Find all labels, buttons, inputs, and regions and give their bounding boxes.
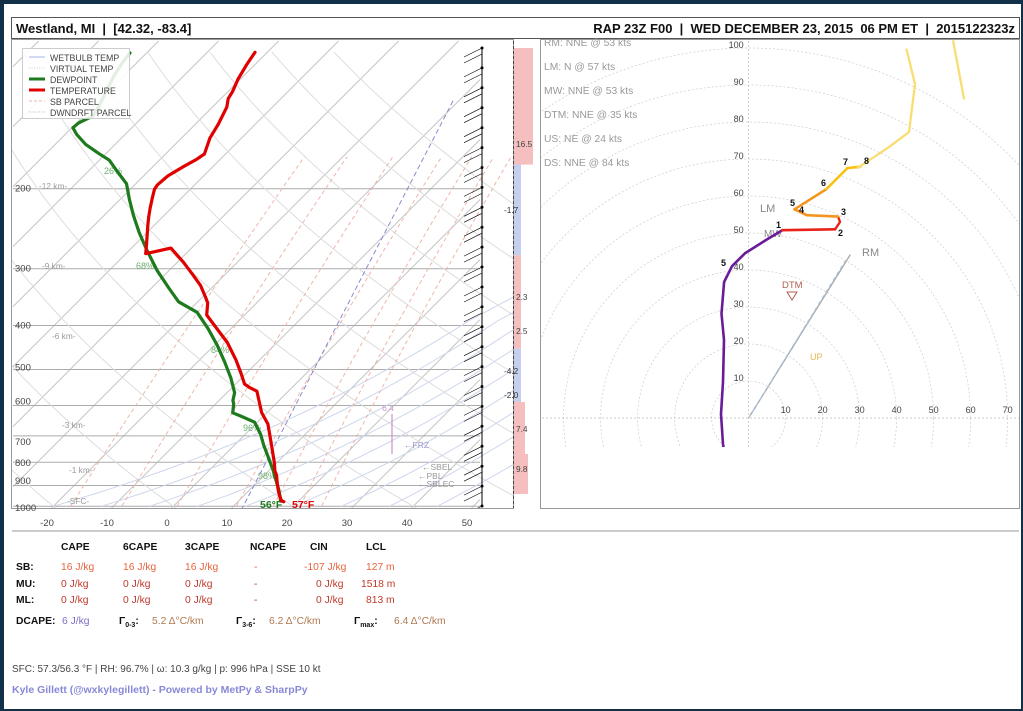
svg-text:SFC: 57.3/56.3 °F | RH: 96.7%: SFC: 57.3/56.3 °F | RH: 96.7% | ω: 10.3 …	[12, 664, 321, 675]
svg-text:16 J/kg: 16 J/kg	[61, 562, 94, 573]
svg-text:MU:: MU:	[16, 579, 35, 590]
svg-text:127 m: 127 m	[366, 562, 395, 573]
svg-text:DCAPE:: DCAPE:	[16, 616, 55, 627]
svg-text:6 J/kg: 6 J/kg	[62, 616, 90, 627]
svg-text:-: -	[254, 595, 257, 606]
svg-text:5.2 Δ°C/km: 5.2 Δ°C/km	[152, 616, 204, 627]
svg-text:Γ3-6:: Γ3-6:	[236, 616, 256, 629]
svg-text:SB:: SB:	[16, 562, 34, 573]
svg-text:0 J/kg: 0 J/kg	[61, 595, 89, 606]
svg-text:-: -	[254, 562, 257, 573]
svg-text:0 J/kg: 0 J/kg	[185, 595, 213, 606]
svg-text:6CAPE: 6CAPE	[123, 542, 157, 553]
svg-text:6.2 Δ°C/km: 6.2 Δ°C/km	[269, 616, 321, 627]
svg-text:CIN: CIN	[310, 542, 328, 553]
svg-text:813 m: 813 m	[366, 595, 395, 606]
svg-text:0 J/kg: 0 J/kg	[316, 595, 344, 606]
svg-text:1518 m: 1518 m	[361, 579, 395, 590]
svg-text:16 J/kg: 16 J/kg	[123, 562, 156, 573]
svg-text:0 J/kg: 0 J/kg	[61, 579, 89, 590]
svg-text:NCAPE: NCAPE	[250, 542, 286, 553]
svg-text:LCL: LCL	[366, 542, 386, 553]
svg-text:0 J/kg: 0 J/kg	[185, 579, 213, 590]
svg-text:3CAPE: 3CAPE	[185, 542, 219, 553]
svg-text:-: -	[254, 579, 257, 590]
svg-text:16 J/kg: 16 J/kg	[185, 562, 218, 573]
svg-text:CAPE: CAPE	[61, 542, 90, 553]
svg-text:0 J/kg: 0 J/kg	[316, 579, 344, 590]
svg-text:6.4 Δ°C/km: 6.4 Δ°C/km	[394, 616, 446, 627]
svg-text:-107 J/kg: -107 J/kg	[304, 562, 347, 573]
svg-text:Γ0-3:: Γ0-3:	[119, 616, 139, 629]
svg-text:ML:: ML:	[16, 595, 34, 606]
svg-text:0 J/kg: 0 J/kg	[123, 579, 151, 590]
svg-text:Kyle Gillett (@wxkylegillett): Kyle Gillett (@wxkylegillett) - Powered …	[12, 684, 308, 696]
svg-text:Γmax:: Γmax:	[354, 616, 378, 629]
svg-text:0 J/kg: 0 J/kg	[123, 595, 151, 606]
